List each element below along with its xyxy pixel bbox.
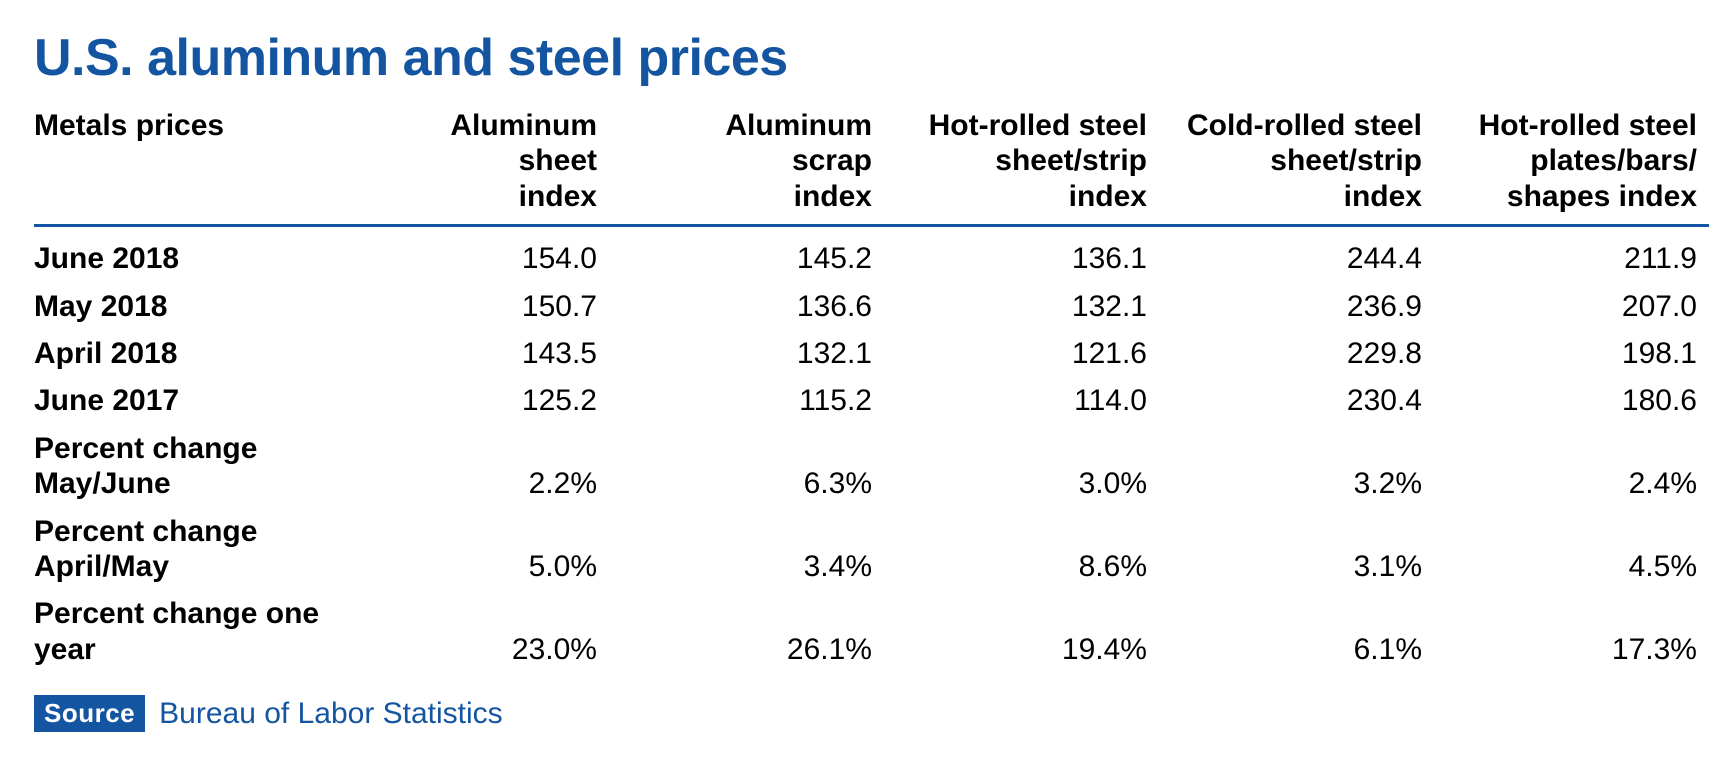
cell: 136.1: [884, 226, 1159, 283]
row-header-label: Metals prices: [34, 102, 334, 226]
cell: 150.7: [334, 283, 609, 330]
cell: 121.6: [884, 330, 1159, 377]
row-label: May 2018: [34, 283, 334, 330]
cell: 154.0: [334, 226, 609, 283]
col-header: Hot-rolled steel plates/bars/ shapes ind…: [1434, 102, 1709, 226]
cell: 26.1%: [609, 590, 884, 673]
cell: 8.6%: [884, 508, 1159, 591]
cell: 5.0%: [334, 508, 609, 591]
cell: 211.9: [1434, 226, 1709, 283]
col-header: Aluminum scrap index: [609, 102, 884, 226]
prices-table: Metals prices Aluminum sheet index Alumi…: [34, 102, 1709, 673]
cell: 115.2: [609, 377, 884, 424]
cell: 6.1%: [1159, 590, 1434, 673]
table-row: April 2018 143.5 132.1 121.6 229.8 198.1: [34, 330, 1709, 377]
page-title: U.S. aluminum and steel prices: [34, 28, 1702, 88]
cell: 4.5%: [1434, 508, 1709, 591]
cell: 132.1: [884, 283, 1159, 330]
row-label: Percent change April/May: [34, 508, 334, 591]
cell: 236.9: [1159, 283, 1434, 330]
table-row: June 2017 125.2 115.2 114.0 230.4 180.6: [34, 377, 1709, 424]
cell: 198.1: [1434, 330, 1709, 377]
source-text: Bureau of Labor Statistics: [159, 697, 503, 731]
cell: 136.6: [609, 283, 884, 330]
cell: 19.4%: [884, 590, 1159, 673]
row-label: April 2018: [34, 330, 334, 377]
cell: 2.2%: [334, 425, 609, 508]
table-row: Percent change April/May 5.0% 3.4% 8.6% …: [34, 508, 1709, 591]
table-row: June 2018 154.0 145.2 136.1 244.4 211.9: [34, 226, 1709, 283]
cell: 180.6: [1434, 377, 1709, 424]
source-badge: Source: [34, 695, 145, 732]
row-label: June 2017: [34, 377, 334, 424]
cell: 3.0%: [884, 425, 1159, 508]
cell: 3.2%: [1159, 425, 1434, 508]
cell: 114.0: [884, 377, 1159, 424]
cell: 229.8: [1159, 330, 1434, 377]
cell: 3.4%: [609, 508, 884, 591]
cell: 143.5: [334, 330, 609, 377]
cell: 132.1: [609, 330, 884, 377]
cell: 3.1%: [1159, 508, 1434, 591]
cell: 244.4: [1159, 226, 1434, 283]
cell: 23.0%: [334, 590, 609, 673]
table-row: May 2018 150.7 136.6 132.1 236.9 207.0: [34, 283, 1709, 330]
cell: 6.3%: [609, 425, 884, 508]
source-line: Source Bureau of Labor Statistics: [34, 695, 1702, 732]
table-row: Percent change one year 23.0% 26.1% 19.4…: [34, 590, 1709, 673]
cell: 145.2: [609, 226, 884, 283]
cell: 207.0: [1434, 283, 1709, 330]
cell: 17.3%: [1434, 590, 1709, 673]
col-header: Aluminum sheet index: [334, 102, 609, 226]
table-row: Percent change May/June 2.2% 6.3% 3.0% 3…: [34, 425, 1709, 508]
row-label: Percent change May/June: [34, 425, 334, 508]
table-body: June 2018 154.0 145.2 136.1 244.4 211.9 …: [34, 226, 1709, 673]
cell: 230.4: [1159, 377, 1434, 424]
col-header: Hot-rolled steel sheet/strip index: [884, 102, 1159, 226]
row-label: June 2018: [34, 226, 334, 283]
table-header-row: Metals prices Aluminum sheet index Alumi…: [34, 102, 1709, 226]
col-header: Cold-rolled steel sheet/strip index: [1159, 102, 1434, 226]
cell: 125.2: [334, 377, 609, 424]
cell: 2.4%: [1434, 425, 1709, 508]
row-label: Percent change one year: [34, 590, 334, 673]
